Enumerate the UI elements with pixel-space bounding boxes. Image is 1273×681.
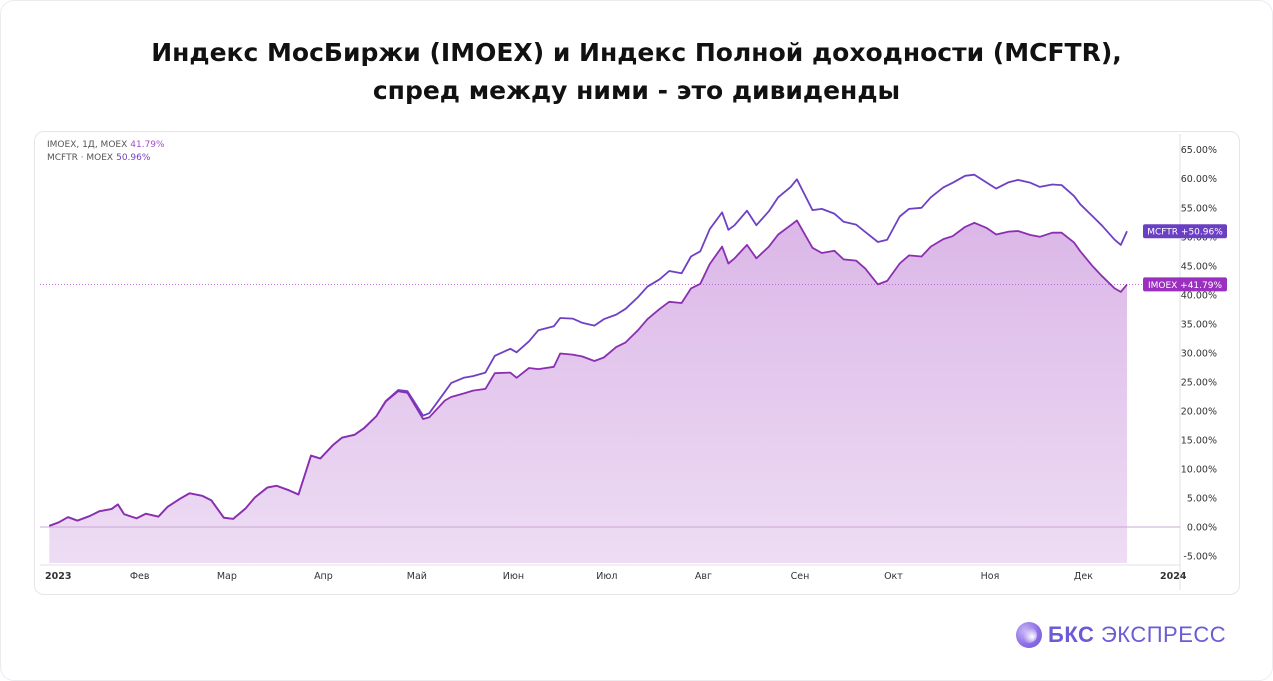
y-tick-label: 15.00%: [1181, 435, 1217, 446]
y-tick-label: 25.00%: [1181, 377, 1217, 388]
x-tick-label: Июн: [503, 571, 524, 582]
legend-label-imoex: IMOEX, 1Д, MOEX: [47, 140, 128, 150]
chart-title: Индекс МосБиржи (IMOEX) и Индекс Полной …: [0, 34, 1273, 110]
legend-item-imoex: IMOEX, 1Д, MOEX 41.79%: [47, 139, 165, 152]
bks-express-logo: БКС ЭКСПРЕСС: [1016, 620, 1226, 650]
mcftr-tag-label: MCFTR +50.96%: [1147, 228, 1223, 238]
legend-item-mcftr: MCFTR · MOEX 50.96%: [47, 152, 165, 165]
logo-text: БКС ЭКСПРЕСС: [1048, 622, 1226, 648]
y-tick-label: 65.00%: [1181, 145, 1217, 156]
y-tick-label: 0.00%: [1187, 523, 1217, 534]
y-tick-label: 45.00%: [1181, 261, 1217, 272]
x-tick-label: Апр: [314, 571, 333, 582]
imoex-tag-bg: [1143, 277, 1227, 292]
y-tick-label: 60.00%: [1181, 174, 1217, 185]
legend-value-imoex: 41.79%: [130, 140, 165, 150]
y-tick-label: 55.00%: [1181, 203, 1217, 214]
x-tick-label: Окт: [884, 571, 903, 582]
x-tick-label: Авг: [695, 571, 712, 582]
y-tick-label: 5.00%: [1187, 493, 1217, 504]
imoex-line: [48, 219, 1128, 527]
x-tick-label: 2023: [45, 571, 71, 582]
imoex-tag-label: IMOEX +41.79%: [1148, 281, 1223, 291]
logo-bold: БКС: [1048, 622, 1095, 647]
y-tick-label: 30.00%: [1181, 348, 1217, 359]
x-tick-label: Ноя: [981, 571, 1000, 582]
y-tick-label: 35.00%: [1181, 319, 1217, 330]
y-tick-label: 20.00%: [1181, 406, 1217, 417]
x-tick-label: Фев: [130, 571, 150, 582]
x-tick-label: Дек: [1074, 571, 1093, 582]
x-tick-label: 2024: [1160, 571, 1187, 582]
imoex-area: [49, 220, 1128, 563]
legend-label-mcftr: MCFTR · MOEX: [47, 153, 114, 163]
x-tick-label: Май: [407, 571, 427, 582]
y-tick-label: -5.00%: [1183, 552, 1217, 563]
logo-icon: [1016, 622, 1042, 648]
y-tick-label: 40.00%: [1181, 290, 1217, 301]
chart-legend: IMOEX, 1Д, MOEX 41.79% MCFTR · MOEX 50.96%: [47, 139, 165, 165]
y-tick-label: 10.00%: [1181, 464, 1217, 475]
x-tick-label: Мар: [217, 571, 237, 582]
legend-value-mcftr: 50.96%: [116, 153, 151, 163]
x-tick-label: Сен: [791, 571, 810, 582]
mcftr-tag-bg: [1143, 224, 1227, 239]
x-tick-label: Июл: [596, 571, 617, 582]
title-line-2: спред между ними - это дивиденды: [372, 76, 901, 105]
title-line-1: Индекс МосБиржи (IMOEX) и Индекс Полной …: [151, 38, 1122, 67]
logo-rest: ЭКСПРЕСС: [1100, 622, 1227, 647]
